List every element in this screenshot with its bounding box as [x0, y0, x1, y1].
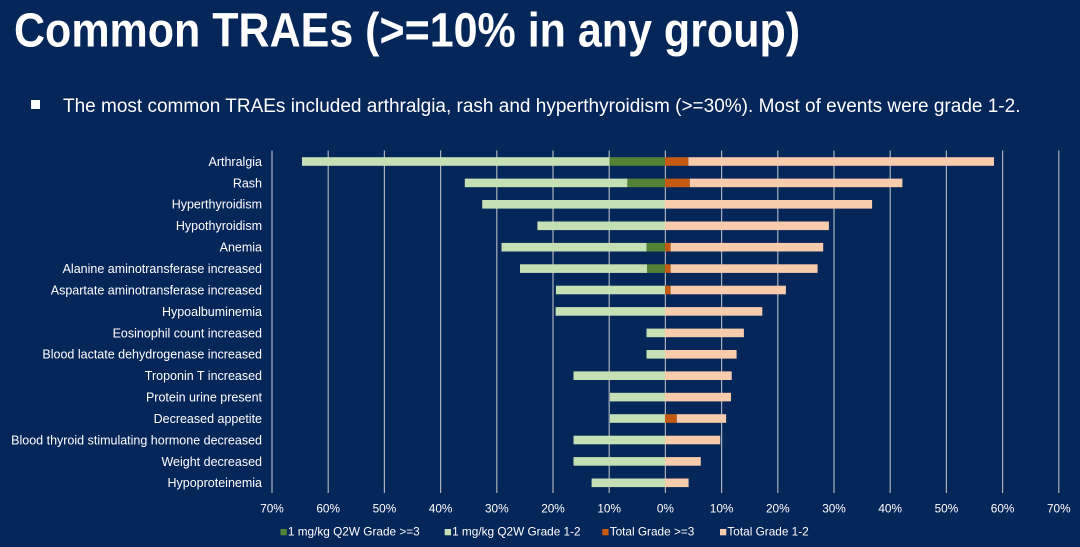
svg-text:60%: 60% [316, 502, 340, 516]
svg-text:10%: 10% [710, 502, 734, 516]
svg-text:10%: 10% [597, 502, 621, 516]
svg-text:Rash: Rash [233, 176, 262, 190]
svg-text:Total Grade >=3: Total Grade >=3 [610, 525, 695, 539]
svg-text:30%: 30% [822, 502, 846, 516]
svg-text:0%: 0% [657, 502, 675, 516]
svg-text:Hypoalbuminemia: Hypoalbuminemia [162, 305, 262, 319]
svg-text:20%: 20% [541, 502, 565, 516]
svg-text:60%: 60% [991, 502, 1015, 516]
svg-text:Arthralgia: Arthralgia [209, 155, 263, 169]
svg-text:Hypoproteinemia: Hypoproteinemia [168, 476, 263, 490]
svg-text:Anemia: Anemia [220, 241, 262, 255]
svg-text:Blood thyroid stimulating horm: Blood thyroid stimulating hormone decrea… [11, 433, 262, 447]
svg-text:50%: 50% [935, 502, 959, 516]
svg-text:70%: 70% [260, 502, 284, 516]
svg-text:Weight decreased: Weight decreased [161, 455, 262, 469]
svg-text:40%: 40% [878, 502, 902, 516]
svg-text:Eosinophil count increased: Eosinophil count increased [113, 326, 262, 340]
svg-text:Protein urine present: Protein urine present [146, 391, 263, 405]
svg-text:20%: 20% [766, 502, 790, 516]
svg-text:30%: 30% [485, 502, 509, 516]
svg-text:Blood lactate dehydrogenase in: Blood lactate dehydrogenase increased [42, 348, 262, 362]
svg-text:Decreased appetite: Decreased appetite [154, 412, 262, 426]
svg-text:1 mg/kg Q2W Grade >=3: 1 mg/kg Q2W Grade >=3 [288, 525, 420, 539]
svg-text:1 mg/kg Q2W Grade 1-2: 1 mg/kg Q2W Grade 1-2 [452, 525, 581, 539]
svg-text:Troponin T increased: Troponin T increased [145, 369, 262, 383]
svg-text:50%: 50% [373, 502, 397, 516]
svg-text:70%: 70% [1047, 502, 1071, 516]
svg-text:Hypothyroidism: Hypothyroidism [176, 219, 262, 233]
svg-text:Alanine aminotransferase incre: Alanine aminotransferase increased [63, 262, 262, 276]
svg-text:Total Grade 1-2: Total Grade 1-2 [727, 525, 808, 539]
svg-text:40%: 40% [429, 502, 453, 516]
svg-text:Hyperthyroidism: Hyperthyroidism [172, 198, 262, 212]
svg-text:Aspartate aminotransferase inc: Aspartate aminotransferase increased [51, 283, 262, 297]
